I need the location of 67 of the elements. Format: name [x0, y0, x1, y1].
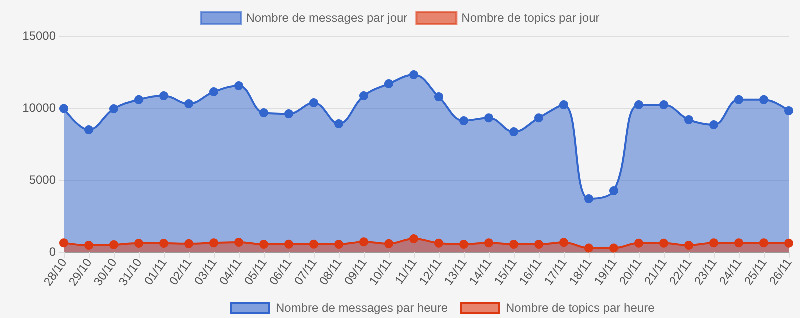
point	[210, 238, 218, 248]
point	[560, 238, 568, 248]
point	[310, 98, 318, 108]
point	[384, 239, 394, 248]
point	[584, 244, 594, 253]
point	[534, 114, 544, 123]
point	[184, 239, 194, 248]
point	[84, 241, 94, 250]
point	[134, 239, 144, 248]
point	[484, 114, 494, 123]
point	[184, 99, 194, 108]
point	[160, 92, 168, 101]
point	[360, 238, 368, 247]
point	[384, 79, 394, 88]
point	[710, 120, 718, 130]
point	[434, 238, 444, 248]
point	[510, 128, 518, 137]
point	[284, 240, 294, 249]
y-tick-label: 10000	[22, 101, 56, 115]
point	[784, 238, 794, 248]
y-tick-label: 0	[49, 245, 56, 259]
point	[710, 238, 718, 248]
point	[610, 186, 618, 196]
point	[660, 238, 668, 248]
point	[334, 240, 344, 250]
point	[734, 238, 744, 248]
point	[760, 238, 768, 248]
point	[60, 238, 68, 248]
point	[610, 244, 618, 253]
point	[210, 88, 218, 97]
point	[484, 238, 494, 248]
point	[234, 238, 244, 247]
point	[534, 240, 544, 250]
point	[560, 100, 568, 110]
point	[110, 104, 118, 114]
point	[410, 70, 418, 80]
point	[260, 108, 268, 118]
point	[460, 116, 468, 126]
point	[360, 92, 368, 101]
point	[460, 240, 468, 250]
point	[410, 234, 418, 244]
point	[760, 95, 768, 104]
y-tick-label: 5000	[29, 173, 56, 187]
point	[584, 194, 594, 204]
y-tick-label: 15000	[22, 29, 56, 43]
point	[334, 119, 344, 128]
point	[510, 240, 518, 250]
point	[784, 106, 794, 116]
point	[684, 115, 694, 124]
point	[284, 110, 294, 119]
point	[110, 240, 118, 250]
point	[134, 95, 144, 104]
point	[684, 241, 694, 250]
legend-label: Nombre de topics par jour	[462, 11, 600, 25]
point	[634, 100, 644, 110]
point	[160, 239, 168, 248]
point	[660, 100, 668, 110]
point	[310, 240, 318, 249]
point	[84, 126, 94, 135]
point	[634, 238, 644, 248]
point	[260, 240, 268, 250]
point	[434, 92, 444, 102]
point	[234, 81, 244, 90]
legend-label: Nombre de messages par jour	[246, 11, 408, 25]
point	[734, 95, 744, 104]
text: Nombre de topics par heure	[506, 301, 656, 315]
text: Nombre de messages par heure	[276, 301, 448, 315]
